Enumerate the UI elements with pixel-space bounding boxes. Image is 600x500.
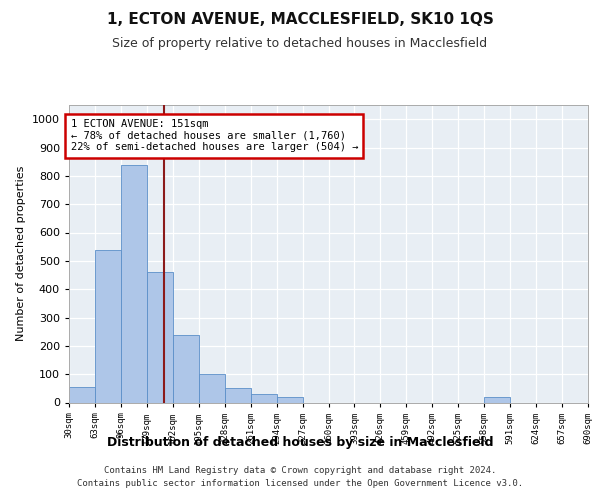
- Text: 1, ECTON AVENUE, MACCLESFIELD, SK10 1QS: 1, ECTON AVENUE, MACCLESFIELD, SK10 1QS: [107, 12, 493, 28]
- Bar: [224, 388, 251, 402]
- Bar: [69, 387, 95, 402]
- Bar: [95, 250, 121, 402]
- Bar: [199, 374, 224, 402]
- Bar: [484, 397, 510, 402]
- Bar: [173, 334, 199, 402]
- Bar: [251, 394, 277, 402]
- Text: Contains HM Land Registry data © Crown copyright and database right 2024.
Contai: Contains HM Land Registry data © Crown c…: [77, 466, 523, 487]
- Bar: [277, 397, 302, 402]
- Text: Distribution of detached houses by size in Macclesfield: Distribution of detached houses by size …: [107, 436, 493, 449]
- Bar: [147, 272, 173, 402]
- Text: 1 ECTON AVENUE: 151sqm
← 78% of detached houses are smaller (1,760)
22% of semi-: 1 ECTON AVENUE: 151sqm ← 78% of detached…: [71, 119, 358, 152]
- Bar: [121, 164, 147, 402]
- Text: Size of property relative to detached houses in Macclesfield: Size of property relative to detached ho…: [112, 38, 488, 51]
- Y-axis label: Number of detached properties: Number of detached properties: [16, 166, 26, 342]
